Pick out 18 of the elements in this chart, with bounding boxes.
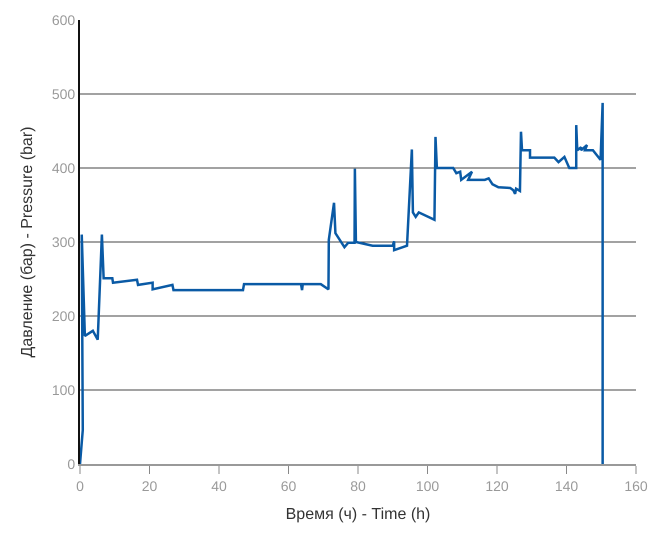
y-tick-label: 500: [52, 86, 76, 102]
line-series: [80, 102, 604, 464]
x-axis-title: Время (ч) - Time (h): [286, 506, 430, 523]
x-tick-label: 160: [624, 478, 648, 494]
y-axis-title: Давление (бар) - Pressure (bar): [19, 126, 36, 358]
x-tick-label: 40: [211, 478, 227, 494]
y-tick-label: 200: [52, 308, 76, 324]
x-tick-label: 20: [142, 478, 158, 494]
y-tick-label: 300: [52, 234, 76, 250]
y-tick-label: 0: [67, 456, 76, 472]
y-tick-label: 400: [52, 160, 76, 176]
y-tick-label: 100: [52, 382, 76, 398]
x-tick-label: 140: [554, 478, 578, 494]
y-tick-label: 600: [52, 12, 76, 28]
x-tick-label: 80: [350, 478, 366, 494]
x-tick-label: 100: [416, 478, 440, 494]
x-tick-label: 60: [280, 478, 296, 494]
x-tick-label: 120: [485, 478, 509, 494]
